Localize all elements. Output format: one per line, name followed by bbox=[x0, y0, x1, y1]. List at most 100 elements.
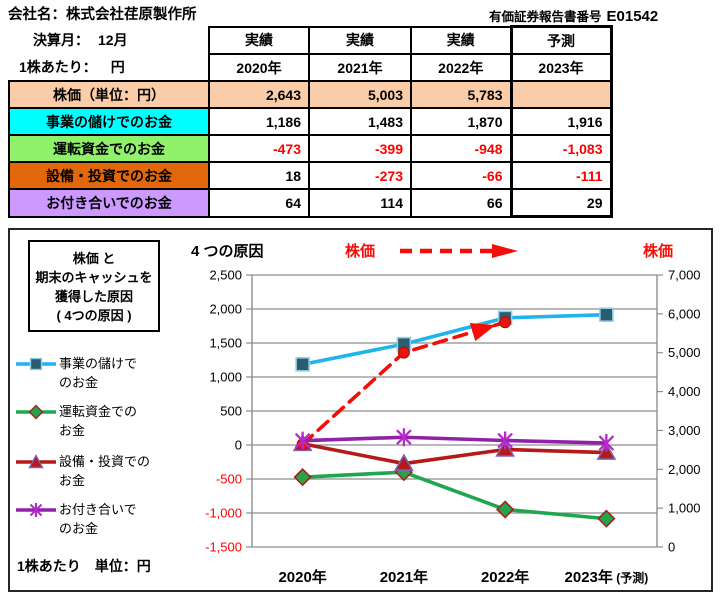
company-name: 会社名：株式会社荏原製作所 bbox=[8, 7, 197, 23]
svg-text:1,500: 1,500 bbox=[209, 336, 242, 351]
stock-price-2023 bbox=[509, 80, 613, 109]
series-事業の儲けでのお金 bbox=[295, 307, 614, 372]
svg-text:2020年: 2020年 bbox=[278, 568, 326, 586]
working-capital-2022: -948 bbox=[410, 134, 512, 163]
svg-text:4,000: 4,000 bbox=[668, 384, 701, 399]
investment-cash-2020: 18 bbox=[208, 161, 310, 190]
row-label-operating-cash: 事業の儲けでのお金 bbox=[8, 107, 210, 136]
working-capital-2021: -399 bbox=[308, 134, 412, 163]
svg-text:6,000: 6,000 bbox=[668, 306, 701, 321]
svg-text:2021年: 2021年 bbox=[380, 568, 428, 586]
annotation-four-causes: 4 つの原因 bbox=[191, 243, 264, 260]
per-share-unit: 円 bbox=[110, 59, 125, 75]
fiscal-month-value: 12月 bbox=[98, 32, 128, 49]
investment-cash-2021: -273 bbox=[308, 161, 412, 190]
col-status-2021: 実績 bbox=[308, 25, 412, 55]
legend-title-line: 株価 と bbox=[72, 251, 116, 266]
col-year-2020: 2020年 bbox=[208, 53, 310, 82]
svg-text:2,000: 2,000 bbox=[668, 462, 701, 477]
legend-marker-diamond-icon bbox=[16, 404, 56, 420]
legend-label-line: お付き合いで bbox=[59, 502, 137, 517]
report-number-label: 有価証券報告書番号 bbox=[489, 10, 602, 24]
series-株価 bbox=[296, 316, 512, 451]
col-status-2023: 予測 bbox=[509, 25, 613, 55]
svg-text:7,000: 7,000 bbox=[668, 268, 701, 283]
row-label-investment-cash: 設備・投資でのお金 bbox=[8, 161, 210, 190]
legend-item-working-capital: 運転資金での お金 bbox=[16, 402, 137, 440]
svg-text:500: 500 bbox=[220, 404, 242, 419]
table-row-stock-price: 株価（単位：円） 2,643 5,003 5,783 bbox=[8, 80, 613, 109]
svg-text:2023年 (予測): 2023年 (予測) bbox=[565, 568, 649, 586]
financing-cash-2022: 66 bbox=[410, 188, 512, 218]
fiscal-month-cell: 決算月： 12月 bbox=[9, 27, 209, 55]
svg-text:2,000: 2,000 bbox=[209, 302, 242, 317]
left-axis-labels: 2,500 2,000 1,500 1,000 500 0 -500 -1,000 -1,500 bbox=[205, 268, 242, 555]
stock-price-2020: 2,643 bbox=[208, 80, 310, 109]
series-運転資金でのお金 bbox=[293, 463, 616, 528]
svg-text:1,000: 1,000 bbox=[209, 370, 242, 385]
per-share-cell: 1株あたり： 円 bbox=[9, 54, 209, 81]
legend-label-line: のお金 bbox=[59, 375, 99, 390]
svg-text:-500: -500 bbox=[216, 472, 242, 487]
col-year-2022: 2022年 bbox=[410, 53, 512, 82]
table-row-investment-cash: 設備・投資でのお金 18 -273 -66 -111 bbox=[8, 161, 613, 190]
legend-item-investment-cash: 設備・投資での お金 bbox=[16, 452, 150, 490]
operating-cash-2020: 1,186 bbox=[208, 107, 310, 136]
operating-cash-2023: 1,916 bbox=[509, 107, 613, 136]
svg-text:2022年: 2022年 bbox=[481, 568, 529, 586]
investment-cash-2023: -111 bbox=[509, 161, 613, 190]
col-year-2021: 2021年 bbox=[308, 53, 412, 82]
svg-text:1,000: 1,000 bbox=[668, 501, 701, 516]
row-label-working-capital: 運転資金でのお金 bbox=[8, 134, 210, 163]
row-label-financing-cash: お付き合いでのお金 bbox=[8, 188, 210, 218]
table-row-financing-cash: お付き合いでのお金 64 114 66 29 bbox=[8, 188, 613, 218]
legend-item-operating-cash: 事業の儲けで のお金 bbox=[16, 354, 137, 392]
legend-title-line: 期末のキャッシュを bbox=[35, 270, 153, 285]
financing-cash-2023: 29 bbox=[509, 188, 613, 218]
legend-marker-square-icon bbox=[16, 357, 56, 371]
svg-text:0: 0 bbox=[668, 540, 675, 555]
table-row-operating-cash: 事業の儲けでのお金 1,186 1,483 1,870 1,916 bbox=[8, 107, 613, 136]
col-status-2022: 実績 bbox=[410, 25, 512, 55]
table-row-status: 決算月： 12月 実績 実績 実績 予測 bbox=[9, 25, 613, 55]
svg-text:2,500: 2,500 bbox=[209, 268, 242, 283]
col-status-2020: 実績 bbox=[208, 25, 310, 55]
stock-price-2021: 5,003 bbox=[308, 80, 412, 109]
operating-cash-2022: 1,870 bbox=[410, 107, 512, 136]
legend-title-box: 株価 と 期末のキャッシュを 獲得した原因 ( 4つの原因 ) bbox=[28, 240, 160, 332]
legend-label-line: お金 bbox=[59, 473, 86, 488]
row-label-stock-price: 株価（単位：円） bbox=[8, 80, 210, 109]
annotation-stock-price-mid: 株価 bbox=[345, 243, 376, 260]
working-capital-2023: -1,083 bbox=[509, 134, 613, 163]
svg-text:-1,500: -1,500 bbox=[205, 540, 242, 555]
table-row-working-capital: 運転資金でのお金 -473 -399 -948 -1,083 bbox=[8, 134, 613, 163]
legend-label-line: のお金 bbox=[59, 521, 99, 536]
financial-table: 決算月： 12月 実績 実績 実績 予測 1株あたり： 円 2020年 2021年 … bbox=[8, 25, 613, 218]
stock-price-arrow-icon bbox=[400, 244, 518, 258]
legend-marker-triangle-icon bbox=[16, 454, 56, 469]
legend-label-line: 運転資金での bbox=[59, 404, 138, 419]
legend-title-line: 獲得した原因 bbox=[54, 289, 133, 304]
legend-marker-asterisk-icon bbox=[16, 503, 56, 517]
svg-text:-1,000: -1,000 bbox=[205, 506, 242, 521]
table-row-years: 1株あたり： 円 2020年 2021年 2022年 2023年 bbox=[9, 53, 613, 82]
gridlines bbox=[252, 274, 657, 548]
working-capital-2020: -473 bbox=[208, 134, 310, 163]
securities-report-number: 有価証券報告書番号 E01542 bbox=[489, 6, 658, 26]
axes bbox=[246, 274, 663, 548]
legend-label-line: 事業の儲けで bbox=[59, 356, 138, 371]
per-share-label: 1株あたり： bbox=[19, 59, 97, 75]
report-number-value: E01542 bbox=[606, 8, 659, 25]
fiscal-month-label: 決算月： bbox=[33, 32, 89, 49]
stock-price-2022: 5,783 bbox=[410, 80, 512, 109]
legend-item-financing-cash: お付き合いで のお金 bbox=[16, 500, 137, 538]
trend-arrowhead-icon bbox=[469, 322, 496, 342]
chart-panel: 2,500 2,000 1,500 1,000 500 0 -500 -1,000 -1,500… bbox=[8, 228, 713, 592]
svg-text:5,000: 5,000 bbox=[668, 345, 701, 360]
right-axis-labels: 7,000 6,000 5,000 4,000 3,000 2,000 1,000 0 bbox=[668, 268, 701, 555]
annotation-stock-price-right: 株価 bbox=[643, 243, 674, 260]
operating-cash-2021: 1,483 bbox=[308, 107, 412, 136]
per-share-unit-note: 1株あたり 単位：円 bbox=[17, 558, 151, 574]
financing-cash-2020: 64 bbox=[208, 188, 310, 218]
